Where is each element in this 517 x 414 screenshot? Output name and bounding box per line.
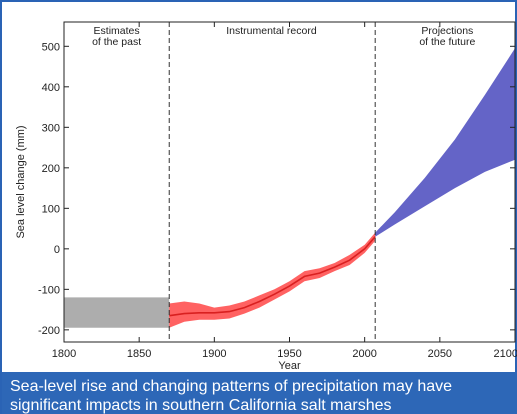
y-tick-label-500: 500 bbox=[42, 41, 60, 53]
region-label-3-line-2: of the future bbox=[419, 36, 475, 48]
instrumental-band bbox=[169, 232, 376, 328]
past-estimate-band bbox=[64, 297, 170, 328]
y-tick-label--100: -100 bbox=[38, 284, 60, 296]
y-axis-title: Sea level change (mm) bbox=[15, 125, 27, 238]
sea-level-chart: 1800 1850 1900 1950 2000 2050 2100 -200 -100 0 100… bbox=[15, 21, 517, 372]
x-tick-label-1800: 1800 bbox=[52, 348, 76, 360]
x-tick-label-2100: 2100 bbox=[494, 348, 517, 360]
y-tick-label-400: 400 bbox=[42, 82, 60, 94]
instrumental-center-line bbox=[169, 236, 376, 317]
region-label-1-line-2: of the past bbox=[92, 36, 141, 48]
y-tick-label-0: 0 bbox=[54, 244, 60, 256]
region-label-2-line-1: Instrumental record bbox=[226, 25, 317, 37]
y-tick-label-100: 100 bbox=[42, 203, 60, 215]
x-tick-label-1850: 1850 bbox=[127, 348, 151, 360]
caption-line-1: Sea-level rise and changing patterns of … bbox=[10, 378, 453, 395]
region-label-3-line-1: Projections bbox=[421, 25, 473, 37]
x-tick-label-2050: 2050 bbox=[428, 348, 452, 360]
y-tick-label-200: 200 bbox=[42, 163, 60, 175]
plot-area: 1800 1850 1900 1950 2000 2050 2100 -200 -100 0 100… bbox=[15, 21, 517, 372]
figure-caption: Sea-level rise and changing patterns of … bbox=[2, 372, 517, 414]
y-tick-label--200: -200 bbox=[38, 325, 60, 337]
projection-band bbox=[375, 48, 515, 237]
x-tick-label-2000: 2000 bbox=[352, 348, 376, 360]
x-tick-label-1950: 1950 bbox=[277, 348, 301, 360]
x-tick-label-1900: 1900 bbox=[202, 348, 226, 360]
y-tick-label-300: 300 bbox=[42, 122, 60, 134]
caption-line-2: significant impacts in southern Californ… bbox=[10, 397, 392, 414]
region-label-1-line-1: Estimates bbox=[94, 25, 140, 37]
x-axis-title: Year bbox=[278, 360, 301, 372]
